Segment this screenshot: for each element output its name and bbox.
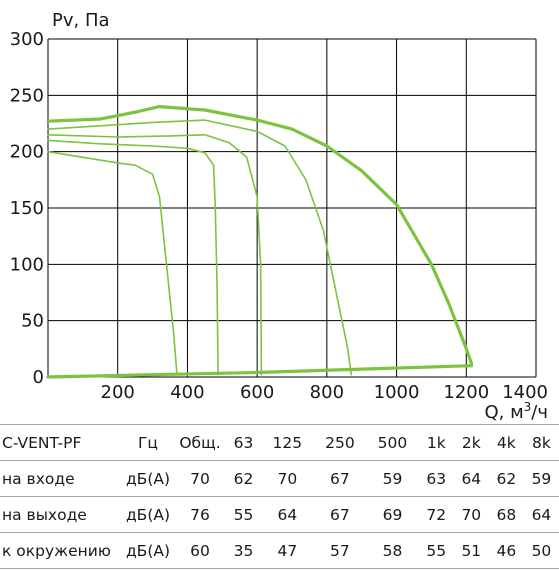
row-unit-cell: дБ(А) xyxy=(125,541,171,560)
x-tick-label: 800 xyxy=(310,382,344,403)
noise-table: C-VENT-PF Гц Общ. 63 125 250 500 1k 2k 4k 8k на вхо… xyxy=(0,424,559,569)
y-tick-label: 0 xyxy=(33,367,44,388)
row-total-cell: 76 xyxy=(190,505,210,524)
x-tick-label: 400 xyxy=(170,382,204,403)
row-value-cell: 59 xyxy=(382,469,403,488)
row-value-cell: 67 xyxy=(330,505,350,524)
y-axis-label: Pv, Па xyxy=(52,10,110,31)
row-value-cell: 59 xyxy=(531,469,552,488)
table-header-cell: 2k xyxy=(461,433,481,452)
row-value-cell: 64 xyxy=(461,469,482,488)
row-value-cell: 64 xyxy=(277,505,298,524)
table-header-row: C-VENT-PF Гц Общ. 63 125 250 500 1k 2k 4k 8k xyxy=(0,424,559,461)
x-tick-label: 1200 xyxy=(443,382,489,403)
y-tick-label: 300 xyxy=(10,29,44,50)
row-value-cell: 46 xyxy=(496,541,517,560)
y-tick-label: 50 xyxy=(21,311,44,332)
table-header-cell: 4k xyxy=(496,433,516,452)
table-header-cell: 8k xyxy=(532,433,551,452)
row-value-cell: 47 xyxy=(277,541,298,560)
row-value-cell: 67 xyxy=(330,469,350,488)
x-tick-label: 1000 xyxy=(374,382,420,403)
table-row: на выходе дБ(А) 76 55 64 67 69 72 70 68 64 xyxy=(0,497,559,533)
y-tick-label: 250 xyxy=(10,85,44,106)
chart-curves xyxy=(46,104,474,379)
row-value-cell: 68 xyxy=(496,505,517,524)
row-unit-cell: дБ(А) xyxy=(125,505,171,524)
x-axis-label: Q, м3/ч xyxy=(484,400,548,423)
row-value-cell: 69 xyxy=(382,505,403,524)
table-header-cell: 125 xyxy=(272,433,303,452)
row-name-cell: на выходе xyxy=(2,505,87,524)
row-value-cell: 72 xyxy=(426,505,447,524)
table-row: к окружению дБ(А) 60 35 47 57 58 55 51 46 50 xyxy=(0,533,559,569)
pressure-curve-2 xyxy=(47,119,353,376)
row-value-cell: 51 xyxy=(461,541,482,560)
pressure-curve-3 xyxy=(47,134,263,376)
pressure-curve-5 xyxy=(47,150,178,376)
row-name-cell: на входе xyxy=(2,469,75,488)
chart-grid xyxy=(47,38,537,378)
row-value-cell: 57 xyxy=(330,541,350,560)
row-value-cell: 35 xyxy=(233,541,254,560)
row-value-cell: 55 xyxy=(233,505,254,524)
row-total-cell: 60 xyxy=(190,541,210,560)
y-tick-label: 200 xyxy=(10,142,44,163)
table-header-cell: 250 xyxy=(325,433,355,452)
y-tick-label: 100 xyxy=(10,254,44,275)
table-header-cell: Гц xyxy=(137,433,158,452)
row-value-cell: 50 xyxy=(531,541,552,560)
row-value-cell: 70 xyxy=(277,469,298,488)
y-tick-label: 150 xyxy=(10,198,44,219)
table-header-cell: 500 xyxy=(377,433,408,452)
row-value-cell: 62 xyxy=(233,469,254,488)
table-header-cell: 63 xyxy=(233,433,254,452)
row-value-cell: 55 xyxy=(426,541,447,560)
fan-performance-chart: 0 50 100 150 200 250 300 200 400 600 800 1000 1200 14… xyxy=(10,10,548,423)
chart-tick-labels: 0 50 100 150 200 250 300 200 400 600 800 1000 1200 14… xyxy=(10,29,548,403)
table-header-cell: 1k xyxy=(426,433,446,452)
row-total-cell: 70 xyxy=(190,469,210,488)
table-header-cell: C-VENT-PF xyxy=(2,433,82,452)
row-value-cell: 62 xyxy=(496,469,517,488)
row-value-cell: 64 xyxy=(531,505,552,524)
row-unit-cell: дБ(А) xyxy=(125,469,171,488)
row-value-cell: 58 xyxy=(382,541,403,560)
x-tick-label: 200 xyxy=(101,382,135,403)
noise-table-wrapper: C-VENT-PF Гц Общ. 63 125 250 500 1k 2k 4k 8k на вхо… xyxy=(0,424,559,569)
table-header-cell: Общ. xyxy=(179,433,221,452)
x-tick-label: 1400 xyxy=(502,382,548,403)
x-tick-label: 600 xyxy=(240,382,274,403)
row-value-cell: 63 xyxy=(426,469,447,488)
table-row: на входе дБ(А) 70 62 70 67 59 63 64 62 59 xyxy=(0,461,559,497)
row-name-cell: к окружению xyxy=(2,541,111,560)
pressure-curve-1 xyxy=(46,104,474,366)
pressure-curve-4 xyxy=(47,139,219,376)
row-value-cell: 70 xyxy=(461,505,482,524)
system-line xyxy=(46,364,474,379)
